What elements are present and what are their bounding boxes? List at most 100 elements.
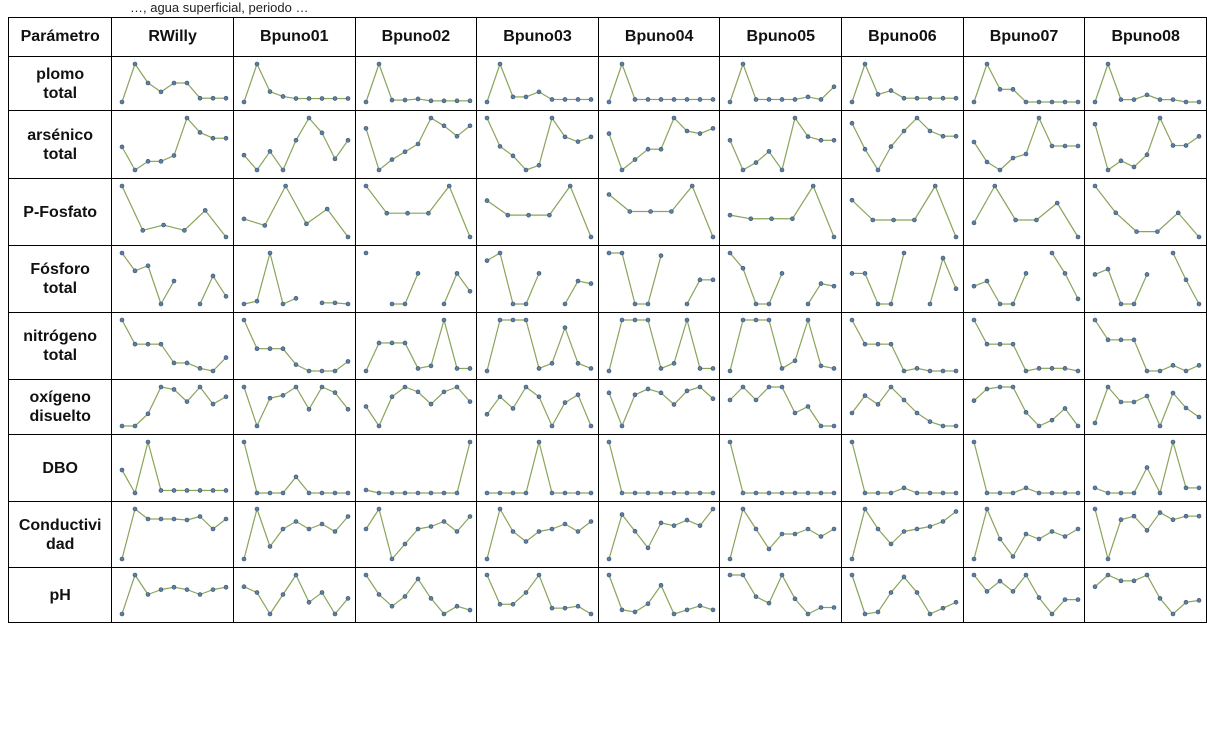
sparkline-point	[607, 251, 611, 255]
sparkline-point	[889, 590, 893, 594]
sparkline-segment	[257, 151, 270, 170]
sparkline-segment	[852, 64, 865, 102]
sparkline-segment	[244, 320, 257, 349]
sparkline-cell	[112, 179, 234, 246]
sparkline-point	[672, 402, 676, 406]
sparkline-segment	[366, 342, 379, 370]
sparkline-cell	[233, 502, 355, 568]
sparkline-segment	[808, 320, 821, 366]
sparkline-point	[242, 385, 246, 389]
sparkline-segment	[1057, 203, 1078, 237]
column-header-bpuno01: Bpuno01	[233, 18, 355, 57]
sparkline-point	[1119, 578, 1123, 582]
sparkline	[234, 503, 354, 567]
sparkline-segment	[1095, 186, 1116, 213]
sparkline-segment	[122, 186, 143, 230]
sparkline-segment	[1095, 64, 1108, 102]
sparkline-segment	[687, 320, 700, 368]
sparkline-cell	[1085, 380, 1207, 435]
sparkline-segment	[578, 521, 591, 531]
sparkline-cell	[963, 57, 1085, 111]
sparkline-segment	[1147, 575, 1160, 598]
sparkline-point	[954, 600, 958, 604]
sparkline-point	[346, 407, 350, 411]
sparkline-point	[915, 527, 919, 531]
sparkline-point	[793, 116, 797, 120]
sparkline-point	[1132, 578, 1136, 582]
sparkline-point	[294, 573, 298, 577]
sparkline-point	[998, 342, 1002, 346]
sparkline-segment	[671, 186, 692, 212]
sparkline-point	[211, 136, 215, 140]
sparkline-point	[871, 218, 875, 222]
sparkline-cell	[1085, 111, 1207, 179]
sparkline-point	[346, 96, 350, 100]
sparkline-point	[281, 94, 285, 98]
sparkline-point	[791, 216, 795, 220]
sparkline-point	[468, 514, 472, 518]
sparkline-point	[698, 277, 702, 281]
sparkline	[842, 314, 962, 379]
sparkline-point	[364, 404, 368, 408]
sparkline-segment	[891, 531, 904, 544]
sparkline-point	[281, 393, 285, 397]
sparkline-segment	[1052, 253, 1065, 273]
sparkline-segment	[974, 575, 987, 591]
sparkline-point	[224, 355, 228, 359]
sparkline-point	[377, 592, 381, 596]
sparkline-segment	[1013, 344, 1026, 371]
sparkline-segment	[418, 391, 431, 403]
sparkline-cell	[598, 380, 720, 435]
sparkline-point	[377, 507, 381, 511]
sparkline-point	[1197, 485, 1201, 489]
sparkline-point	[1050, 144, 1054, 148]
sparkline-point	[346, 302, 350, 306]
sparkline-segment	[743, 387, 756, 400]
sparkline-segment	[661, 585, 674, 614]
sparkline-point	[524, 385, 528, 389]
sparkline-segment	[891, 576, 904, 592]
sparkline-point	[242, 440, 246, 444]
sparkline-point	[455, 604, 459, 608]
sparkline-segment	[487, 509, 500, 559]
sparkline-segment	[730, 442, 743, 493]
sparkline-point	[941, 424, 945, 428]
sparkline-segment	[1095, 575, 1108, 587]
sparkline-point	[576, 491, 580, 495]
sparkline-point	[390, 394, 394, 398]
sparkline-segment	[878, 529, 891, 544]
sparkline-cell	[233, 179, 355, 246]
sparkline-point	[364, 100, 368, 104]
sparkline-point	[211, 369, 215, 373]
sparkline-point	[819, 138, 823, 142]
sparkline-cell	[1085, 179, 1207, 246]
sparkline	[599, 569, 719, 622]
sparkline-point	[1050, 418, 1054, 422]
sparkline-cell	[598, 313, 720, 380]
sparkline-cell	[233, 380, 355, 435]
sparkline-point	[1093, 584, 1097, 588]
sparkline-point	[1024, 410, 1028, 414]
sparkline-point	[754, 318, 758, 322]
sparkline-segment	[609, 514, 622, 558]
sparkline-point	[793, 532, 797, 536]
sparkline-point	[767, 601, 771, 605]
sparkline-segment	[135, 442, 148, 493]
sparkline-cell	[598, 57, 720, 111]
sparkline-point	[364, 527, 368, 531]
sparkline-point	[120, 424, 124, 428]
sparkline-point	[1093, 421, 1097, 425]
sparkline-segment	[161, 281, 174, 304]
sparkline-point	[268, 346, 272, 350]
sparkline-point	[806, 527, 810, 531]
sparkline-segment	[1065, 273, 1078, 299]
row-label: Fósforo total	[9, 246, 112, 313]
sparkline-cell	[233, 246, 355, 313]
sparkline-point	[294, 362, 298, 366]
sparkline-segment	[487, 575, 500, 604]
sparkline-point	[320, 522, 324, 526]
sparkline-point	[442, 519, 446, 523]
sparkline-segment	[743, 64, 756, 99]
sparkline-point	[672, 491, 676, 495]
sparkline-point	[1011, 302, 1015, 306]
